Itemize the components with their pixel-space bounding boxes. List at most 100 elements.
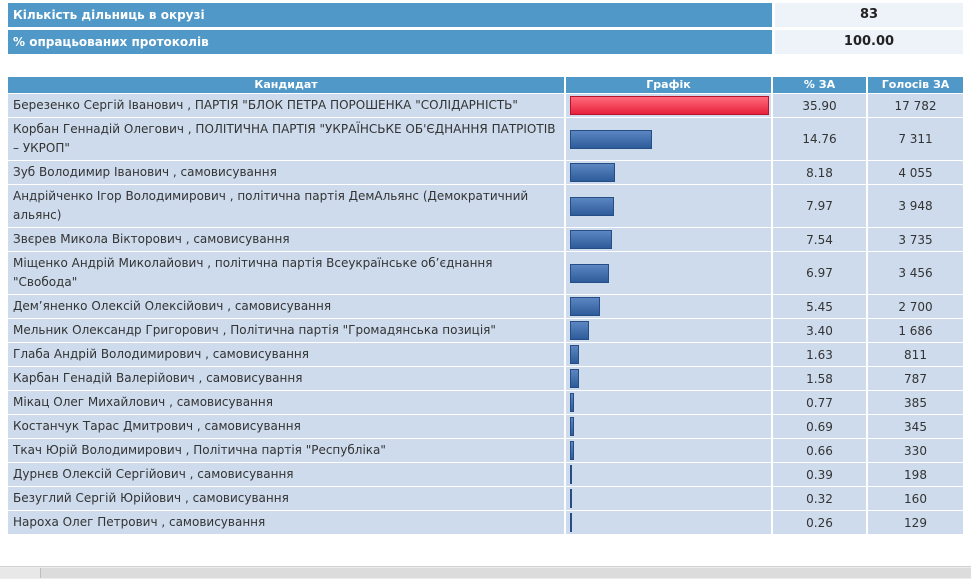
percent-value: 6.97 xyxy=(773,252,866,294)
percent-value: 0.39 xyxy=(773,463,866,486)
percent-value: 35.90 xyxy=(773,94,866,117)
vote-bar xyxy=(570,163,615,182)
table-row: Карбан Генадій Валерійович , самовисуван… xyxy=(8,367,963,390)
candidate-name: Дурнєв Олексій Сергійович , самовисуванн… xyxy=(8,463,564,486)
candidate-name: Звєрев Микола Вікторович , самовисування xyxy=(8,228,564,251)
percent-value: 3.40 xyxy=(773,319,866,342)
votes-value: 787 xyxy=(868,367,963,390)
percent-value: 1.63 xyxy=(773,343,866,366)
votes-value: 160 xyxy=(868,487,963,510)
chart-cell xyxy=(566,252,771,294)
vote-bar xyxy=(570,96,769,115)
votes-value: 129 xyxy=(868,511,963,534)
scrollbar-thumb[interactable] xyxy=(41,568,971,578)
votes-value: 7 311 xyxy=(868,118,963,160)
vote-bar xyxy=(570,321,589,340)
summary-row-protocols: % опрацьованих протоколів 100.00 xyxy=(8,30,963,54)
votes-value: 198 xyxy=(868,463,963,486)
vote-bar xyxy=(570,441,574,460)
vote-bar xyxy=(570,513,572,532)
vote-bar xyxy=(570,489,572,508)
results-table: Кандидат Графік % ЗА Голосів ЗА Березенк… xyxy=(8,77,963,534)
chart-cell xyxy=(566,391,771,414)
percent-value: 0.77 xyxy=(773,391,866,414)
table-row: Андрійченко Ігор Володимирович , політич… xyxy=(8,185,963,227)
chart-cell xyxy=(566,228,771,251)
candidate-name: Ткач Юрій Володимирович , Політична парт… xyxy=(8,439,564,462)
summary-table: Кількість дільниць в окрузі 83 % опрацьо… xyxy=(8,3,963,57)
results-header-row: Кандидат Графік % ЗА Голосів ЗА xyxy=(8,77,963,93)
percent-value: 1.58 xyxy=(773,367,866,390)
votes-value: 345 xyxy=(868,415,963,438)
candidate-name: Міщенко Андрій Миколайович , політична п… xyxy=(8,252,564,294)
vote-bar xyxy=(570,417,574,436)
chart-cell xyxy=(566,295,771,318)
chart-cell xyxy=(566,463,771,486)
candidate-name: Мельник Олександр Григорович , Політична… xyxy=(8,319,564,342)
table-row: Нароха Олег Петрович , самовисування 0.26… xyxy=(8,511,963,534)
votes-value: 3 948 xyxy=(868,185,963,227)
table-row: Глаба Андрій Володимирович , самовисуван… xyxy=(8,343,963,366)
votes-value: 17 782 xyxy=(868,94,963,117)
vote-bar xyxy=(570,230,612,249)
header-percent[interactable]: % ЗА xyxy=(773,77,866,93)
votes-value: 1 686 xyxy=(868,319,963,342)
chart-cell xyxy=(566,161,771,184)
vote-bar xyxy=(570,297,600,316)
candidate-name: Карбан Генадій Валерійович , самовисуван… xyxy=(8,367,564,390)
table-row: Мікац Олег Михайлович , самовисування 0.7… xyxy=(8,391,963,414)
results-body: Березенко Сергій Іванович , ПАРТІЯ "БЛОК… xyxy=(8,94,963,534)
votes-value: 3 735 xyxy=(868,228,963,251)
chart-cell xyxy=(566,319,771,342)
table-row: Міщенко Андрій Миколайович , політична п… xyxy=(8,252,963,294)
header-votes[interactable]: Голосів ЗА xyxy=(868,77,963,93)
chart-cell xyxy=(566,185,771,227)
votes-value: 811 xyxy=(868,343,963,366)
percent-value: 0.26 xyxy=(773,511,866,534)
table-row: Дурнєв Олексій Сергійович , самовисуванн… xyxy=(8,463,963,486)
vote-bar xyxy=(570,196,614,216)
chart-cell xyxy=(566,439,771,462)
chart-cell xyxy=(566,343,771,366)
table-row: Дем’яненко Олексій Олексійович , самовис… xyxy=(8,295,963,318)
horizontal-scrollbar[interactable] xyxy=(0,566,971,579)
votes-value: 2 700 xyxy=(868,295,963,318)
table-row: Корбан Геннадій Олегович , ПОЛІТИЧНА ПАР… xyxy=(8,118,963,160)
votes-value: 385 xyxy=(868,391,963,414)
percent-value: 8.18 xyxy=(773,161,866,184)
summary-label: % опрацьованих протоколів xyxy=(8,30,772,54)
vote-bar xyxy=(570,369,579,388)
percent-value: 5.45 xyxy=(773,295,866,318)
summary-label: Кількість дільниць в окрузі xyxy=(8,3,772,27)
percent-value: 0.66 xyxy=(773,439,866,462)
chart-cell xyxy=(566,94,771,117)
votes-value: 3 456 xyxy=(868,252,963,294)
vote-bar xyxy=(570,263,609,283)
chart-cell xyxy=(566,487,771,510)
table-row: Мельник Олександр Григорович , Політична… xyxy=(8,319,963,342)
table-row: Ткач Юрій Володимирович , Політична парт… xyxy=(8,439,963,462)
percent-value: 0.32 xyxy=(773,487,866,510)
vote-bar xyxy=(570,465,572,484)
candidate-name: Березенко Сергій Іванович , ПАРТІЯ "БЛОК… xyxy=(8,94,564,117)
table-row: Зуб Володимир Іванович , самовисування 8.… xyxy=(8,161,963,184)
percent-value: 0.69 xyxy=(773,415,866,438)
chart-cell xyxy=(566,415,771,438)
candidate-name: Дем’яненко Олексій Олексійович , самовис… xyxy=(8,295,564,318)
vote-bar xyxy=(570,393,574,412)
chart-cell xyxy=(566,511,771,534)
candidate-name: Нароха Олег Петрович , самовисування xyxy=(8,511,564,534)
candidate-name: Андрійченко Ігор Володимирович , політич… xyxy=(8,185,564,227)
candidate-name: Безуглий Сергій Юрійович , самовисування xyxy=(8,487,564,510)
candidate-name: Глаба Андрій Володимирович , самовисуван… xyxy=(8,343,564,366)
header-chart[interactable]: Графік xyxy=(566,77,771,93)
chart-cell xyxy=(566,367,771,390)
header-candidate[interactable]: Кандидат xyxy=(8,77,564,93)
percent-value: 7.97 xyxy=(773,185,866,227)
vote-bar xyxy=(570,129,652,149)
vote-bar xyxy=(570,345,579,364)
table-row: Костанчук Тарас Дмитрович , самовисуванн… xyxy=(8,415,963,438)
votes-value: 330 xyxy=(868,439,963,462)
candidate-name: Корбан Геннадій Олегович , ПОЛІТИЧНА ПАР… xyxy=(8,118,564,160)
scroll-left-button[interactable] xyxy=(0,568,41,578)
